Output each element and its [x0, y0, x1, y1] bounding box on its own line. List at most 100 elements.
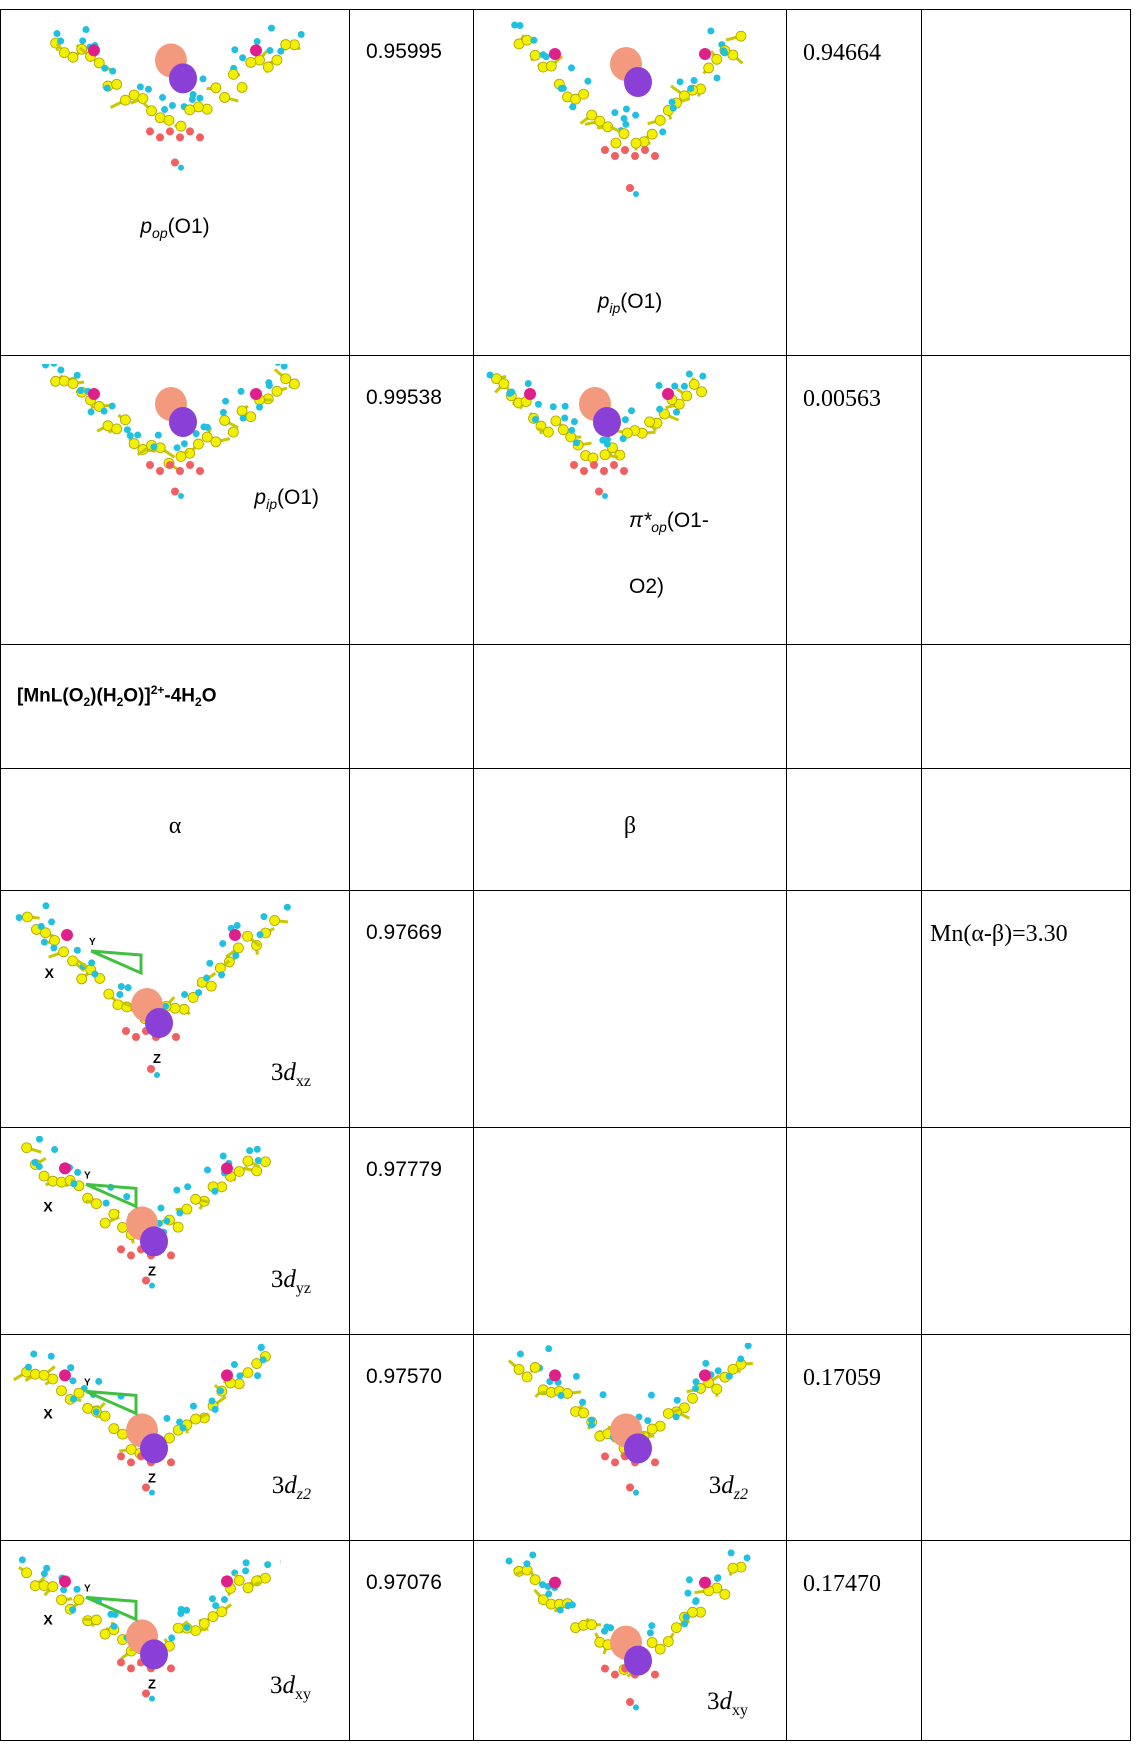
cell: pip(O1) [0, 355, 350, 645]
cell: X Y Z 3dyz [0, 1127, 350, 1335]
hydrogen [91, 970, 99, 978]
cell [921, 1334, 1131, 1541]
oxygen [167, 1251, 175, 1260]
hydrogen [163, 1414, 171, 1422]
atom [670, 1622, 682, 1634]
oxygen [580, 467, 588, 475]
orbital-lobe [624, 1433, 652, 1464]
oxygen [167, 1458, 175, 1467]
mn-atom [61, 929, 73, 941]
hydrogen [633, 1704, 639, 1711]
oxygen [611, 1670, 619, 1679]
oxygen [595, 487, 603, 496]
atom [251, 1358, 263, 1369]
orbital-lobe [169, 407, 197, 437]
molecule-image [507, 1343, 753, 1496]
hydrogen [644, 1417, 652, 1425]
axis-label: Z [153, 1051, 161, 1066]
hydrogen [48, 918, 56, 926]
hydrogen [283, 903, 291, 911]
hydrogen [274, 364, 281, 366]
hydrogen [692, 1378, 700, 1386]
atom [172, 1221, 184, 1233]
hydrogen [95, 1377, 103, 1385]
atom [245, 56, 257, 68]
axis-frame [85, 1389, 138, 1416]
hydrogen [219, 1152, 227, 1160]
hydrogen [714, 1574, 722, 1582]
mn-atom [699, 48, 711, 60]
hydrogen [505, 1557, 513, 1565]
atom [193, 438, 204, 450]
atom [262, 61, 274, 73]
cell [349, 644, 474, 769]
hydrogen [232, 952, 240, 960]
hydrogen [154, 1072, 160, 1078]
molecule-image: X Y Z [17, 1556, 281, 1702]
axis-frame [90, 949, 143, 976]
oxygen [122, 1027, 130, 1035]
hydrogen [659, 128, 667, 136]
hydrogen [545, 1345, 553, 1353]
hydrogen [77, 387, 85, 395]
atom [137, 93, 149, 104]
atom [490, 373, 502, 385]
cell [473, 644, 787, 769]
hydrogen [220, 1596, 228, 1604]
hydrogen [159, 93, 167, 101]
atom [521, 1371, 533, 1383]
atom [269, 915, 281, 926]
oxygen [142, 1689, 150, 1698]
hydrogen [100, 407, 108, 415]
atom [178, 1003, 190, 1015]
atom [169, 1002, 181, 1014]
hydrogen [682, 1613, 690, 1621]
oxygen [601, 1664, 609, 1673]
atom [727, 1562, 739, 1574]
atom [227, 426, 239, 438]
hydrogen [622, 120, 630, 128]
hydrogen [231, 46, 239, 54]
hydrogen [619, 435, 627, 443]
hydrogen [622, 105, 630, 113]
oxygen [146, 461, 154, 469]
hydrogen [685, 1576, 693, 1584]
hydrogen [277, 47, 285, 55]
atom [735, 30, 747, 42]
value: 0.97570 [349, 1334, 474, 1541]
hydrogen [743, 1554, 751, 1562]
hydrogen [219, 940, 227, 948]
molecule-image [484, 364, 708, 499]
atom [67, 378, 79, 390]
atom [172, 1622, 184, 1634]
cell [786, 644, 922, 769]
cell [786, 768, 922, 891]
hydrogen [253, 38, 261, 46]
hydrogen [567, 64, 575, 72]
oxygen [651, 1458, 659, 1467]
hydrogen [233, 922, 241, 930]
atom [654, 114, 666, 126]
cell [473, 890, 787, 1128]
hydrogen [628, 407, 636, 415]
value: 0.97076 [349, 1540, 474, 1741]
hydrogen [126, 432, 134, 440]
atom [214, 962, 226, 974]
hydrogen [57, 37, 65, 45]
orbital-label: 3dyz [270, 1266, 311, 1297]
hydrogen [30, 1350, 38, 1358]
cell [921, 9, 1131, 356]
oxygen [626, 184, 634, 192]
hydrogen [549, 403, 557, 411]
hydrogen [168, 102, 176, 110]
molecule-image: X Y Z [13, 1343, 271, 1496]
molecule-image [42, 364, 300, 499]
hydrogen [280, 364, 288, 370]
atom [233, 942, 244, 954]
atom [646, 1637, 658, 1648]
mn-atom [88, 388, 100, 400]
orbital-label: pip(O1) [254, 486, 319, 513]
hydrogen [561, 414, 569, 422]
hydrogen [516, 1350, 524, 1358]
